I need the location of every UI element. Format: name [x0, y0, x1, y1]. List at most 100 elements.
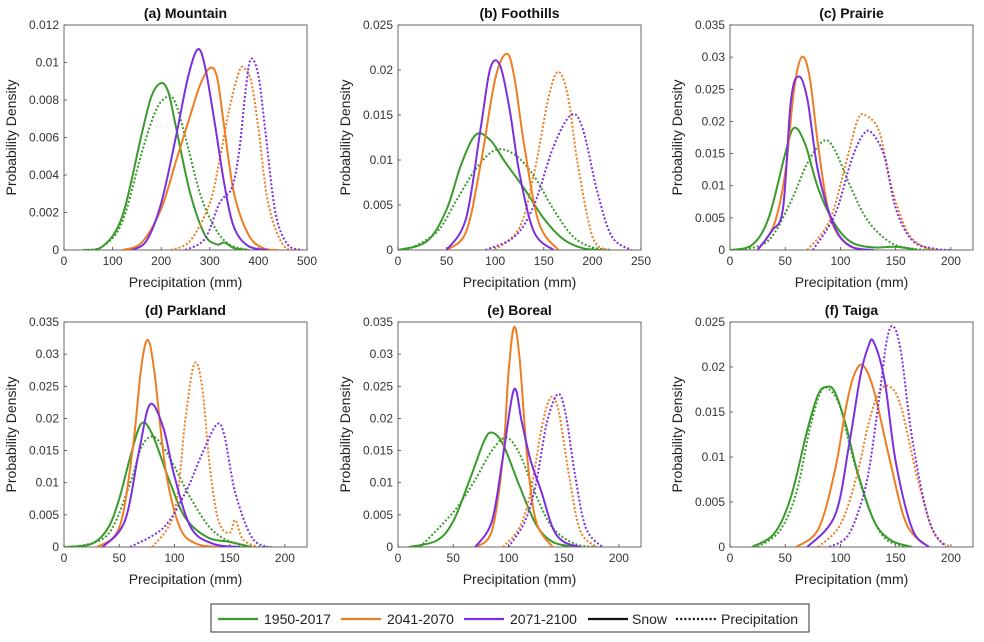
x-axis-label: Precipitation (mm) — [463, 274, 577, 290]
x-tick-label: 50 — [113, 551, 127, 565]
legend-item-1950-2017: 1950-2017 — [218, 611, 331, 627]
series-line-2071-2100-snow — [131, 48, 269, 250]
y-tick-label: 0 — [386, 243, 393, 257]
y-tick-label: 0 — [386, 540, 393, 554]
legend-item-2041-2070: 2041-2070 — [341, 611, 454, 627]
x-tick-label: 200 — [275, 551, 295, 565]
y-tick-label: 0.015 — [695, 147, 725, 161]
y-tick-label: 0.006 — [29, 131, 59, 145]
series-line-2071-2100-precipitation — [129, 422, 269, 547]
panel-mountain: (a) Mountain 0 100 200 300 400 500 0 0.002 0.004 0… — [3, 5, 317, 290]
x-axis-label: Precipitation (mm) — [129, 274, 243, 290]
x-tick-label: 50 — [440, 254, 454, 268]
x-tick-label: 200 — [151, 254, 171, 268]
x-tick-label: 0 — [727, 254, 734, 268]
y-tick-label: 0.03 — [370, 347, 394, 361]
panel-foothills: (b) Foothills 0 50 100 150 200 250 0 0.005 0.01 0.… — [337, 5, 651, 290]
x-tick-label: 100 — [830, 254, 850, 268]
y-tick-label: 0.005 — [363, 508, 393, 522]
legend: 1950-2017 2041-2070 2071-2100 Snow Preci… — [210, 603, 810, 633]
panel-title: (c) Prairie — [819, 5, 884, 21]
y-tick-label: 0.005 — [695, 211, 725, 225]
y-tick-label: 0.012 — [29, 18, 59, 32]
plot-frame — [397, 24, 642, 251]
panel-title: (d) Parkland — [145, 302, 226, 318]
series-line-1950-2017-precipitation — [83, 95, 249, 250]
plot-frame — [729, 24, 974, 251]
y-tick-label: 0.025 — [363, 18, 393, 32]
legend-label-snow: Snow — [632, 611, 668, 627]
y-tick-label: 0.015 — [29, 444, 59, 458]
series-line-1950-2017-snow — [730, 126, 918, 250]
panel-prairie: (c) Prairie 0 50 100 150 200 0 0.005 0.01 0.015 0.… — [669, 5, 974, 290]
series-line-2071-2100-precipitation — [507, 392, 604, 547]
x-tick-label: 50 — [779, 254, 793, 268]
x-tick-label: 300 — [200, 254, 220, 268]
panel-parkland: (d) Parkland 0 50 100 150 200 0 0.005 0.01 0.015 0… — [3, 302, 308, 587]
x-axis-label: Precipitation (mm) — [129, 571, 243, 587]
series-line-2041-2070-snow — [795, 363, 930, 547]
y-axis-label: Probability Density — [337, 377, 353, 493]
x-axis-label: Precipitation (mm) — [463, 571, 577, 587]
x-tick-label: 100 — [498, 551, 518, 565]
x-tick-label: 250 — [631, 254, 651, 268]
y-tick-label: 0.002 — [29, 206, 59, 220]
y-tick-label: 0.02 — [702, 360, 726, 374]
x-axis-label: Precipitation (mm) — [795, 274, 909, 290]
x-tick-label: 0 — [395, 551, 402, 565]
x-tick-label: 150 — [220, 551, 240, 565]
x-tick-label: 400 — [248, 254, 268, 268]
legend-item-2071-2100: 2071-2100 — [464, 611, 577, 627]
y-tick-label: 0 — [52, 540, 59, 554]
series-line-2071-2100-precipitation — [828, 324, 947, 547]
panel-title: (f) Taiga — [825, 302, 879, 318]
series-line-1950-2017-snow — [64, 421, 252, 547]
y-tick-label: 0.035 — [29, 315, 59, 329]
x-tick-label: 150 — [886, 254, 906, 268]
legend-label-2041-2070: 2041-2070 — [387, 611, 454, 627]
series-group — [408, 325, 604, 547]
series-line-2041-2070-precipitation — [817, 384, 952, 547]
legend-label-1950-2017: 1950-2017 — [264, 611, 331, 627]
x-tick-label: 0 — [61, 254, 68, 268]
plot-frame — [63, 24, 308, 251]
y-tick-label: 0.015 — [695, 405, 725, 419]
y-axis-label: Probability Density — [3, 377, 19, 493]
legend-item-precipitation: Precipitation — [676, 611, 798, 627]
series-line-2071-2100-snow — [474, 387, 581, 547]
x-tick-label: 200 — [609, 551, 629, 565]
series-line-2041-2070-precipitation — [502, 395, 598, 547]
plot-frame — [397, 321, 642, 548]
plot-frame — [729, 321, 974, 548]
y-tick-label: 0 — [718, 243, 725, 257]
series-line-1950-2017-snow — [83, 82, 249, 250]
series-line-2041-2070-snow — [96, 339, 219, 547]
series-group — [751, 324, 952, 547]
y-tick-label: 0.025 — [695, 82, 725, 96]
y-axis-label: Probability Density — [3, 80, 19, 196]
series-line-2071-2100-precipitation — [485, 113, 632, 250]
y-tick-label: 0.01 — [370, 476, 394, 490]
x-tick-label: 200 — [941, 254, 961, 268]
x-axis-label: Precipitation (mm) — [795, 571, 909, 587]
x-tick-label: 500 — [297, 254, 317, 268]
series-group — [83, 48, 303, 250]
x-tick-label: 150 — [554, 551, 574, 565]
y-tick-label: 0.01 — [36, 56, 60, 70]
series-line-2071-2100-snow — [756, 75, 874, 250]
panel-title: (a) Mountain — [144, 5, 227, 21]
y-tick-label: 0.02 — [36, 411, 60, 425]
legend-item-snow: Snow — [588, 611, 668, 627]
series-line-2071-2100-precipitation — [811, 129, 951, 250]
y-tick-label: 0.02 — [370, 411, 394, 425]
x-tick-label: 100 — [164, 551, 184, 565]
y-tick-label: 0.02 — [702, 114, 726, 128]
y-tick-label: 0.025 — [695, 315, 725, 329]
series-line-2041-2070-snow — [756, 55, 869, 250]
x-tick-label: 200 — [582, 254, 602, 268]
series-line-2041-2070-snow — [474, 325, 554, 547]
y-tick-label: 0.02 — [370, 63, 394, 77]
x-tick-label: 100 — [485, 254, 505, 268]
series-line-2041-2070-precipitation — [494, 70, 608, 250]
